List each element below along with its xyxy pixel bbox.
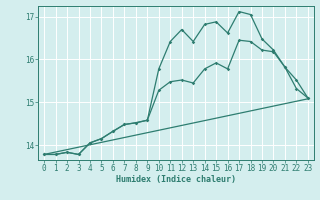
X-axis label: Humidex (Indice chaleur): Humidex (Indice chaleur) — [116, 175, 236, 184]
